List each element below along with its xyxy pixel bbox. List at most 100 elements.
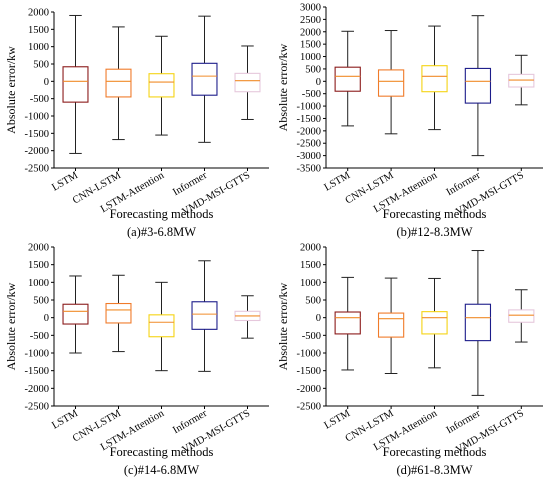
y-tick-label: -2500 xyxy=(25,402,50,413)
chart-panel-1: 300025002000150010005000-500-1000-1500-2… xyxy=(276,3,543,239)
y-axis-title: Absolute error/kw xyxy=(276,282,290,370)
box-vmd-msi-gtts xyxy=(508,289,535,343)
box-iqr xyxy=(105,302,132,324)
y-tick-label: 2500 xyxy=(300,15,321,26)
box-iqr xyxy=(191,301,218,330)
x-axis-title: Forecasting methods xyxy=(383,207,487,221)
y-tick-label: -1000 xyxy=(25,112,50,123)
box-lstm xyxy=(334,276,361,371)
box-informer xyxy=(464,250,492,396)
y-tick-label: -2000 xyxy=(25,146,50,157)
box-iqr xyxy=(234,72,261,93)
y-tick-label: 1500 xyxy=(28,25,49,36)
box-iqr xyxy=(191,62,218,96)
y-tick-label: -2000 xyxy=(297,384,322,395)
box-iqr xyxy=(377,69,405,97)
y-tick-label: 500 xyxy=(33,296,49,307)
y-tick-label: 0 xyxy=(316,313,321,324)
y-tick-label: -1500 xyxy=(297,114,322,125)
y-tick-label: 0 xyxy=(44,77,49,88)
box-cnn-lstm xyxy=(105,26,132,141)
y-tick-label: 3000 xyxy=(300,3,321,14)
y-tick-label: 500 xyxy=(33,60,49,71)
box-iqr xyxy=(334,66,361,92)
x-tick-label: LSTM xyxy=(50,408,80,432)
x-axis-title: Forecasting methods xyxy=(110,445,214,459)
box-cnn-lstm xyxy=(377,30,405,135)
box-vmd-msi-gtts xyxy=(234,295,261,339)
y-tick-label: 1000 xyxy=(300,52,321,63)
x-tick-label: LSTM xyxy=(322,408,352,432)
box-informer xyxy=(191,15,218,143)
box-iqr xyxy=(62,303,89,325)
box-lstm-attention xyxy=(421,277,448,369)
box-informer xyxy=(191,260,218,372)
box-iqr xyxy=(464,67,492,104)
y-tick-label: 2000 xyxy=(300,27,321,38)
y-tick-label: -1000 xyxy=(297,102,322,113)
box-iqr xyxy=(105,68,132,98)
box-iqr xyxy=(464,303,492,342)
y-tick-label: 1500 xyxy=(28,260,49,271)
panel-caption: (b)#12-8.3MW xyxy=(396,225,472,239)
x-axis-title: Forecasting methods xyxy=(383,445,487,459)
y-tick-label: -1500 xyxy=(25,366,50,377)
y-tick-label: -500 xyxy=(30,331,49,342)
panel-caption: (c)#14-6.8MW xyxy=(124,463,200,477)
box-cnn-lstm xyxy=(377,277,405,374)
box-lstm-attention xyxy=(148,35,175,136)
box-iqr xyxy=(421,311,448,335)
chart-panel-0: 2000 1500 1000 500 0 -500 -1000 -1500 -2000 -2500… xyxy=(4,8,269,239)
y-tick-label: 2000 xyxy=(28,8,49,19)
box-iqr xyxy=(508,73,535,88)
y-tick-label: -2500 xyxy=(297,139,322,150)
box-iqr xyxy=(377,312,405,338)
y-tick-label: -500 xyxy=(30,94,49,105)
y-tick-label: -2000 xyxy=(25,384,50,395)
y-tick-label: 1000 xyxy=(28,278,49,289)
y-tick-label: 2000 xyxy=(28,243,49,254)
y-tick-label: 1500 xyxy=(300,40,321,51)
y-tick-label: -500 xyxy=(302,331,321,342)
box-vmd-msi-gtts xyxy=(508,54,535,106)
y-tick-label: 2000 xyxy=(300,243,321,254)
box-iqr xyxy=(334,311,361,335)
x-tick-label: LSTM xyxy=(50,170,80,194)
y-tick-label: -1500 xyxy=(25,129,50,140)
y-tick-label: -1000 xyxy=(25,349,50,360)
y-tick-label: 1000 xyxy=(28,42,49,53)
x-axis-title: Forecasting methods xyxy=(110,207,214,221)
box-lstm-attention xyxy=(148,281,175,372)
y-tick-label: -2500 xyxy=(25,164,50,175)
y-tick-label: -500 xyxy=(302,89,321,100)
y-tick-label: 500 xyxy=(305,64,321,75)
box-iqr xyxy=(508,309,535,323)
box-cnn-lstm xyxy=(105,274,132,353)
y-tick-label: -2000 xyxy=(297,126,322,137)
box-lstm xyxy=(62,14,89,154)
y-axis-title: Absolute error/kw xyxy=(4,282,18,370)
y-tick-label: -1000 xyxy=(297,349,322,360)
y-axis-title: Absolute error/kw xyxy=(276,43,290,131)
y-tick-label: 1500 xyxy=(300,260,321,271)
y-tick-label: -2500 xyxy=(297,402,322,413)
box-iqr xyxy=(148,314,175,338)
y-tick-label: 0 xyxy=(44,313,49,324)
box-lstm xyxy=(334,30,361,127)
y-tick-label: 1000 xyxy=(300,278,321,289)
chart-panel-2: 2000 1500 1000 500 0 -500 -1000 -1500 -2000 -2500… xyxy=(4,243,269,477)
box-lstm xyxy=(62,275,89,354)
box-lstm-attention xyxy=(421,25,448,131)
y-tick-label: -3000 xyxy=(297,151,322,162)
box-informer xyxy=(464,15,492,157)
panel-caption: (d)#61-8.3MW xyxy=(396,463,472,477)
y-tick-label: 0 xyxy=(316,77,321,88)
panel-caption: (a)#3-6.8MW xyxy=(127,225,196,239)
box-iqr xyxy=(421,65,448,93)
y-axis-title: Absolute error/kw xyxy=(4,46,18,134)
y-tick-label: -1500 xyxy=(297,366,322,377)
y-tick-label: -3500 xyxy=(297,164,322,175)
box-iqr xyxy=(62,66,89,103)
y-tick-label: 500 xyxy=(305,296,321,307)
